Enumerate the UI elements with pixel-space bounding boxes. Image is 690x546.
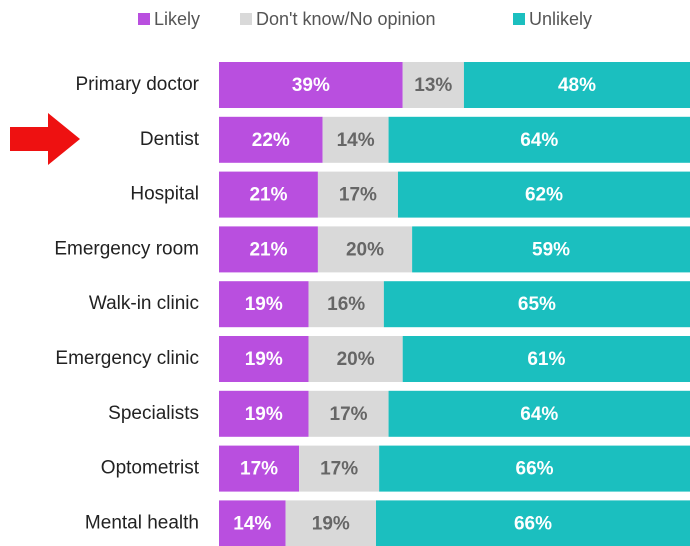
legend-label: Unlikely <box>529 9 592 29</box>
bar-segment <box>219 500 286 546</box>
value-label: 20% <box>337 349 375 370</box>
category-label: Primary doctor <box>75 74 199 95</box>
bar-segment <box>299 445 380 492</box>
legend-label: Don't know/No opinion <box>256 9 436 29</box>
bar-segment <box>285 500 376 546</box>
value-label: 64% <box>520 130 558 151</box>
value-label: 65% <box>518 294 556 315</box>
value-label: 59% <box>532 239 570 260</box>
bar-segment <box>383 281 690 328</box>
bar-segment <box>219 390 309 437</box>
bar-segment <box>308 390 389 437</box>
value-label: 61% <box>527 349 565 370</box>
value-label: 19% <box>245 294 283 315</box>
legend-swatch <box>513 13 525 25</box>
value-label: 19% <box>245 349 283 370</box>
value-label: 17% <box>339 185 377 206</box>
bar-segment <box>388 116 690 163</box>
category-label: Specialists <box>108 403 199 424</box>
bar-segment <box>379 445 690 492</box>
value-label: 19% <box>312 513 350 534</box>
value-label: 13% <box>414 75 452 96</box>
value-label: 20% <box>346 239 384 260</box>
value-label: 66% <box>516 459 554 480</box>
value-label: 19% <box>245 404 283 425</box>
value-label: 39% <box>292 75 330 96</box>
category-label: Emergency clinic <box>55 348 199 369</box>
bar-segment <box>317 226 413 273</box>
bar-segment <box>219 62 403 108</box>
value-label: 14% <box>233 513 271 534</box>
value-label: 22% <box>252 130 290 151</box>
bar-segment <box>219 226 318 273</box>
value-label: 48% <box>558 75 596 96</box>
category-label: Walk-in clinic <box>89 293 199 314</box>
bar-segment <box>219 171 318 218</box>
value-label: 17% <box>240 459 278 480</box>
category-label: Mental health <box>85 512 199 533</box>
category-label: Hospital <box>130 184 199 205</box>
bar-segment <box>219 336 309 382</box>
category-label: Dentist <box>140 129 200 150</box>
arrow <box>10 113 80 165</box>
value-label: 21% <box>249 185 287 206</box>
value-label: 21% <box>249 239 287 260</box>
bar-segment <box>402 336 690 382</box>
bar-segment <box>402 62 464 108</box>
bar-segment <box>219 116 323 163</box>
bar-segment <box>388 390 690 437</box>
legend-swatch <box>138 13 150 25</box>
legend-label: Likely <box>154 9 200 29</box>
bar-segment <box>219 281 309 328</box>
value-label: 64% <box>520 404 558 425</box>
value-label: 17% <box>330 404 368 425</box>
value-label: 66% <box>514 513 552 534</box>
bar-segment <box>463 62 690 108</box>
value-label: 62% <box>525 185 563 206</box>
category-label: Optometrist <box>101 458 200 479</box>
bar-segment <box>397 171 690 218</box>
bar-segment <box>308 336 403 382</box>
value-label: 17% <box>320 459 358 480</box>
value-label: 16% <box>327 294 365 315</box>
bar-segment <box>376 500 690 546</box>
bar-segment <box>322 116 389 163</box>
legend-swatch <box>240 13 252 25</box>
bar-segment <box>219 445 300 492</box>
bar-segment <box>412 226 690 273</box>
category-label: Emergency room <box>54 238 199 259</box>
bar-segment <box>308 281 384 328</box>
value-label: 14% <box>337 130 375 151</box>
bar-segment <box>317 171 398 218</box>
